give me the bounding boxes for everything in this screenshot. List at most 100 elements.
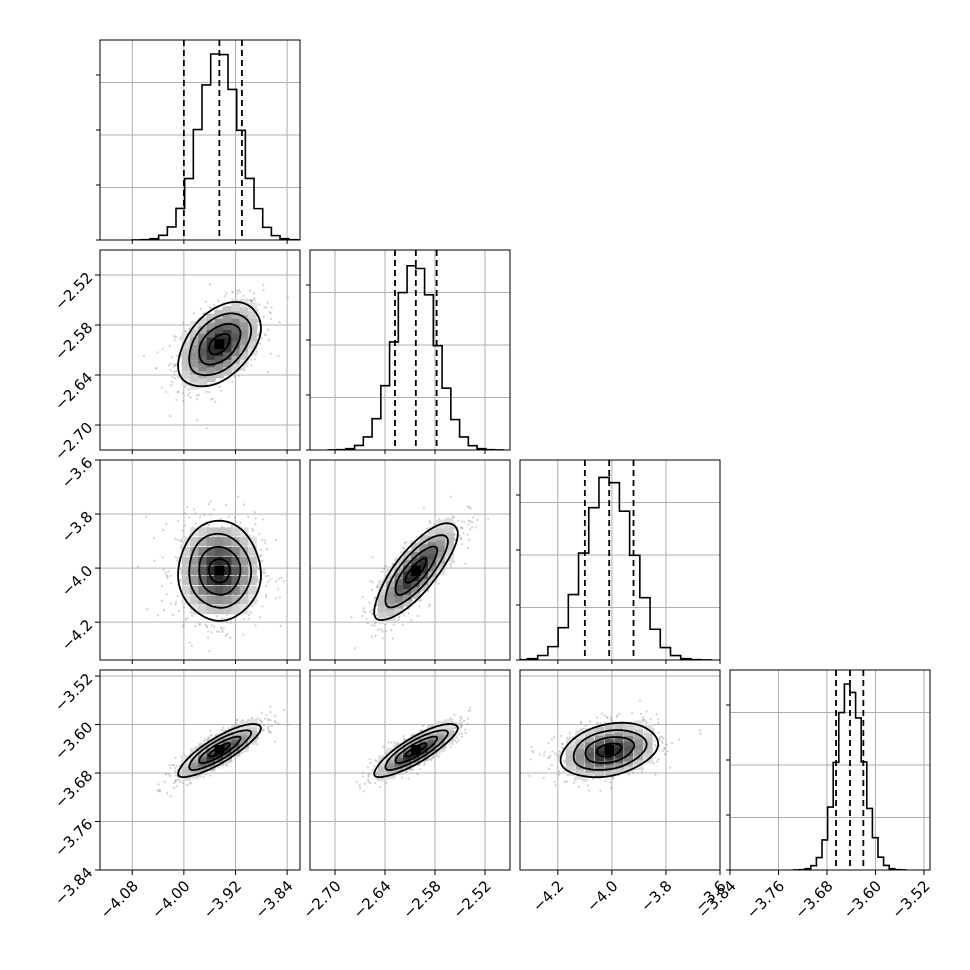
- scatter-point: [173, 335, 176, 338]
- scatter-point: [468, 506, 471, 509]
- scatter-point: [237, 288, 240, 291]
- scatter-point: [460, 543, 464, 546]
- scatter-point: [273, 720, 276, 723]
- scatter-point: [183, 512, 186, 515]
- density-cell: [403, 585, 412, 595]
- density-cell: [444, 541, 454, 550]
- scatter-point: [464, 732, 467, 735]
- density-cell: [198, 537, 208, 547]
- scatter-point: [257, 320, 260, 323]
- density-cell: [198, 585, 208, 595]
- scatter-point: [256, 580, 260, 583]
- scatter-point: [461, 520, 464, 523]
- density-cell: [223, 546, 233, 556]
- y-tick-label: −2.70: [51, 419, 96, 464]
- scatter-point: [186, 506, 189, 509]
- scatter-point: [370, 635, 373, 639]
- scatter-point: [267, 574, 270, 577]
- density-cell: [206, 358, 216, 368]
- y-tick-label: −3.60: [51, 718, 96, 763]
- density-cell: [239, 566, 249, 576]
- density-cell: [206, 328, 216, 338]
- scatter-point: [460, 717, 463, 720]
- density-cell: [214, 362, 224, 371]
- scatter-point: [220, 517, 223, 520]
- scatter-point: [251, 716, 254, 720]
- scatter-point: [156, 789, 159, 792]
- density-cell: [436, 548, 446, 558]
- scatter-panel-1-0: −2.70−2.64−2.58−2.52: [51, 249, 301, 464]
- scatter-point: [367, 778, 370, 782]
- scatter-point: [218, 630, 221, 633]
- scatter-point: [459, 726, 463, 729]
- scatter-point: [235, 722, 238, 725]
- density-cell: [436, 560, 446, 570]
- scatter-point: [171, 613, 174, 617]
- density-cell: [444, 523, 454, 533]
- scatter-point: [428, 520, 431, 523]
- scatter-point: [269, 352, 273, 355]
- scatter-point: [267, 729, 270, 732]
- scatter-point: [261, 605, 264, 608]
- scatter-point: [410, 540, 413, 543]
- scatter-point: [165, 522, 168, 526]
- density-cell: [198, 566, 208, 576]
- scatter-point: [362, 610, 365, 613]
- scatter-point: [277, 355, 280, 358]
- density-cell: [206, 343, 216, 353]
- scatter-point: [220, 728, 223, 731]
- scatter-point: [181, 625, 184, 628]
- scatter-point: [169, 795, 172, 798]
- scatter-point: [172, 786, 175, 789]
- scatter-point: [458, 534, 461, 537]
- scatter-point: [157, 783, 160, 786]
- scatter-point: [233, 375, 236, 378]
- scatter-point: [188, 392, 191, 395]
- density-cell: [444, 535, 454, 545]
- scatter-point: [224, 763, 227, 766]
- scatter-point: [217, 766, 220, 769]
- scatter-point: [213, 625, 216, 628]
- scatter-point: [229, 621, 232, 624]
- scatter-point: [455, 741, 459, 744]
- scatter-point: [393, 741, 396, 744]
- scatter-point: [267, 725, 270, 728]
- scatter-point: [166, 575, 169, 579]
- scatter-point: [225, 621, 229, 624]
- scatter-point: [181, 392, 184, 395]
- scatter-point: [371, 612, 374, 615]
- scatter-point: [466, 722, 469, 726]
- scatter-point: [268, 731, 271, 734]
- scatter-point: [169, 766, 172, 770]
- panel-frame: [99, 249, 301, 451]
- scatter-point: [205, 625, 209, 628]
- scatter-point: [453, 739, 457, 742]
- scatter-point: [158, 790, 161, 793]
- density-cell: [239, 556, 249, 566]
- scatter-point: [241, 368, 244, 371]
- scatter-point: [381, 637, 384, 640]
- density-cell: [198, 376, 208, 386]
- density-cell: [419, 541, 429, 550]
- scatter-point: [401, 776, 404, 779]
- scatter-point: [364, 611, 367, 614]
- scatter-point: [362, 771, 365, 775]
- scatter-point: [208, 283, 211, 286]
- scatter-point: [222, 626, 225, 629]
- scatter-point: [453, 533, 456, 536]
- density-cell: [231, 347, 241, 357]
- contour-0: [208, 742, 231, 758]
- scatter-point: [237, 374, 240, 377]
- scatter-point: [179, 539, 182, 542]
- scatter-point: [278, 321, 281, 324]
- scatter-point: [467, 546, 470, 550]
- density-cell: [198, 576, 208, 585]
- scatter-point: [221, 617, 224, 620]
- scatter-point: [275, 538, 278, 542]
- density-cell: [378, 603, 387, 613]
- scatter-point: [187, 394, 190, 397]
- scatter-point: [249, 299, 253, 302]
- scatter-point: [198, 623, 201, 627]
- density-cell: [239, 343, 249, 353]
- density-cell: [247, 556, 257, 566]
